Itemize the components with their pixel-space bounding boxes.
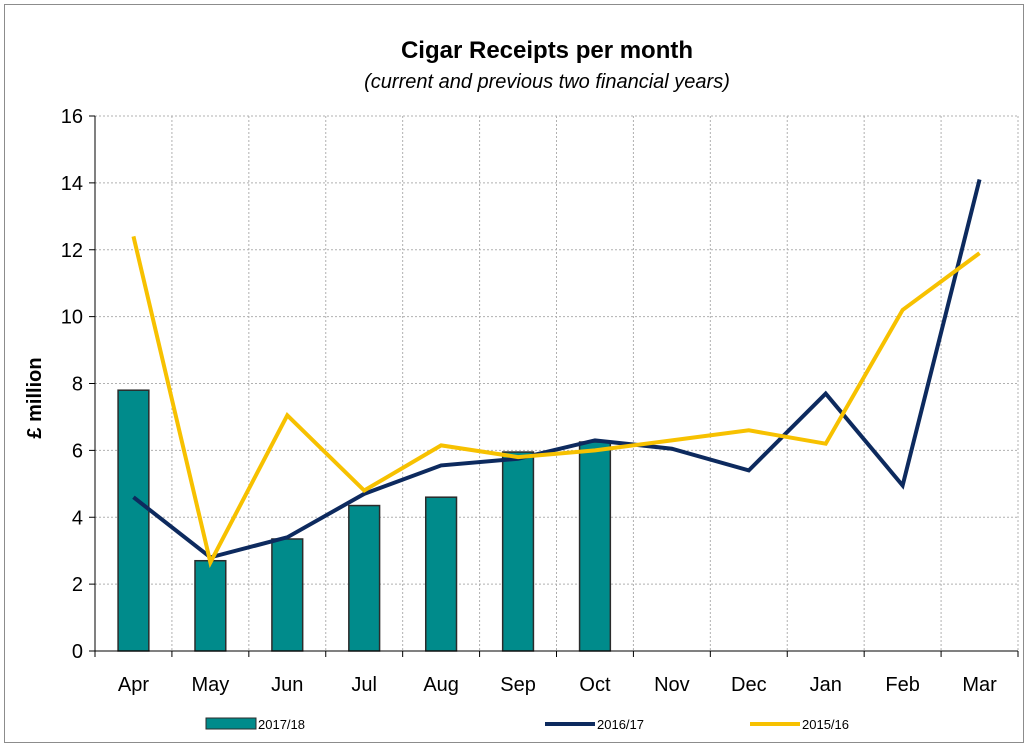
chart-title: Cigar Receipts per month [401, 37, 693, 64]
y-axis-label: £ million [24, 357, 46, 438]
y-tick-label: 10 [61, 307, 83, 329]
legend-swatch-bar [205, 717, 257, 730]
legend-label: 2016/17 [597, 717, 644, 732]
y-tick-label: 2 [72, 574, 83, 596]
x-tick-label: Apr [118, 674, 149, 696]
x-tick-label: Aug [423, 674, 459, 696]
x-tick-label: Mar [962, 674, 997, 696]
x-tick-label: Nov [654, 674, 690, 696]
legend-label: 2015/16 [802, 717, 849, 732]
bar-2017-18-apr [117, 389, 150, 652]
y-tick-label: 6 [72, 440, 83, 462]
bar-series [117, 389, 612, 652]
legend: 2017/18 2016/17 2015/16 [205, 717, 849, 732]
legend-label: 2017/18 [258, 717, 305, 732]
y-tick-label: 4 [72, 507, 83, 529]
x-tick-label: Jan [810, 674, 842, 696]
line-series [131, 179, 982, 569]
bar-2017-18-aug [424, 496, 458, 652]
x-tick-label: Oct [579, 674, 611, 696]
x-tick-label: Jun [271, 674, 303, 696]
gridlines [95, 115, 1019, 651]
bar-2017-18-may [194, 559, 227, 652]
x-tick-label: Feb [885, 674, 919, 696]
x-tick-label: Jul [351, 674, 377, 696]
series-line-2016-17 [132, 179, 982, 560]
y-tick-label: 16 [61, 106, 83, 128]
series-line-2015-16 [131, 235, 981, 569]
x-tick-label: May [191, 674, 229, 696]
y-tick-label: 0 [72, 641, 83, 663]
x-tick-label: Dec [731, 674, 767, 696]
chart-subtitle: (current and previous two financial year… [364, 71, 730, 93]
y-tick-label: 14 [61, 173, 83, 195]
y-tick-label: 8 [72, 374, 83, 396]
axes: 0 2 4 6 8 10 12 14 16 Apr May Jun Jul Aug Sep Oct Nov Dec… [61, 106, 1019, 696]
bar-2017-18-jul [348, 504, 381, 652]
x-tick-label: Sep [500, 674, 536, 696]
y-tick-label: 12 [61, 240, 83, 262]
bar-2017-18-jun [271, 538, 304, 652]
bar-2017-18-oct [578, 441, 612, 652]
bar-2017-18-sep [501, 451, 535, 652]
